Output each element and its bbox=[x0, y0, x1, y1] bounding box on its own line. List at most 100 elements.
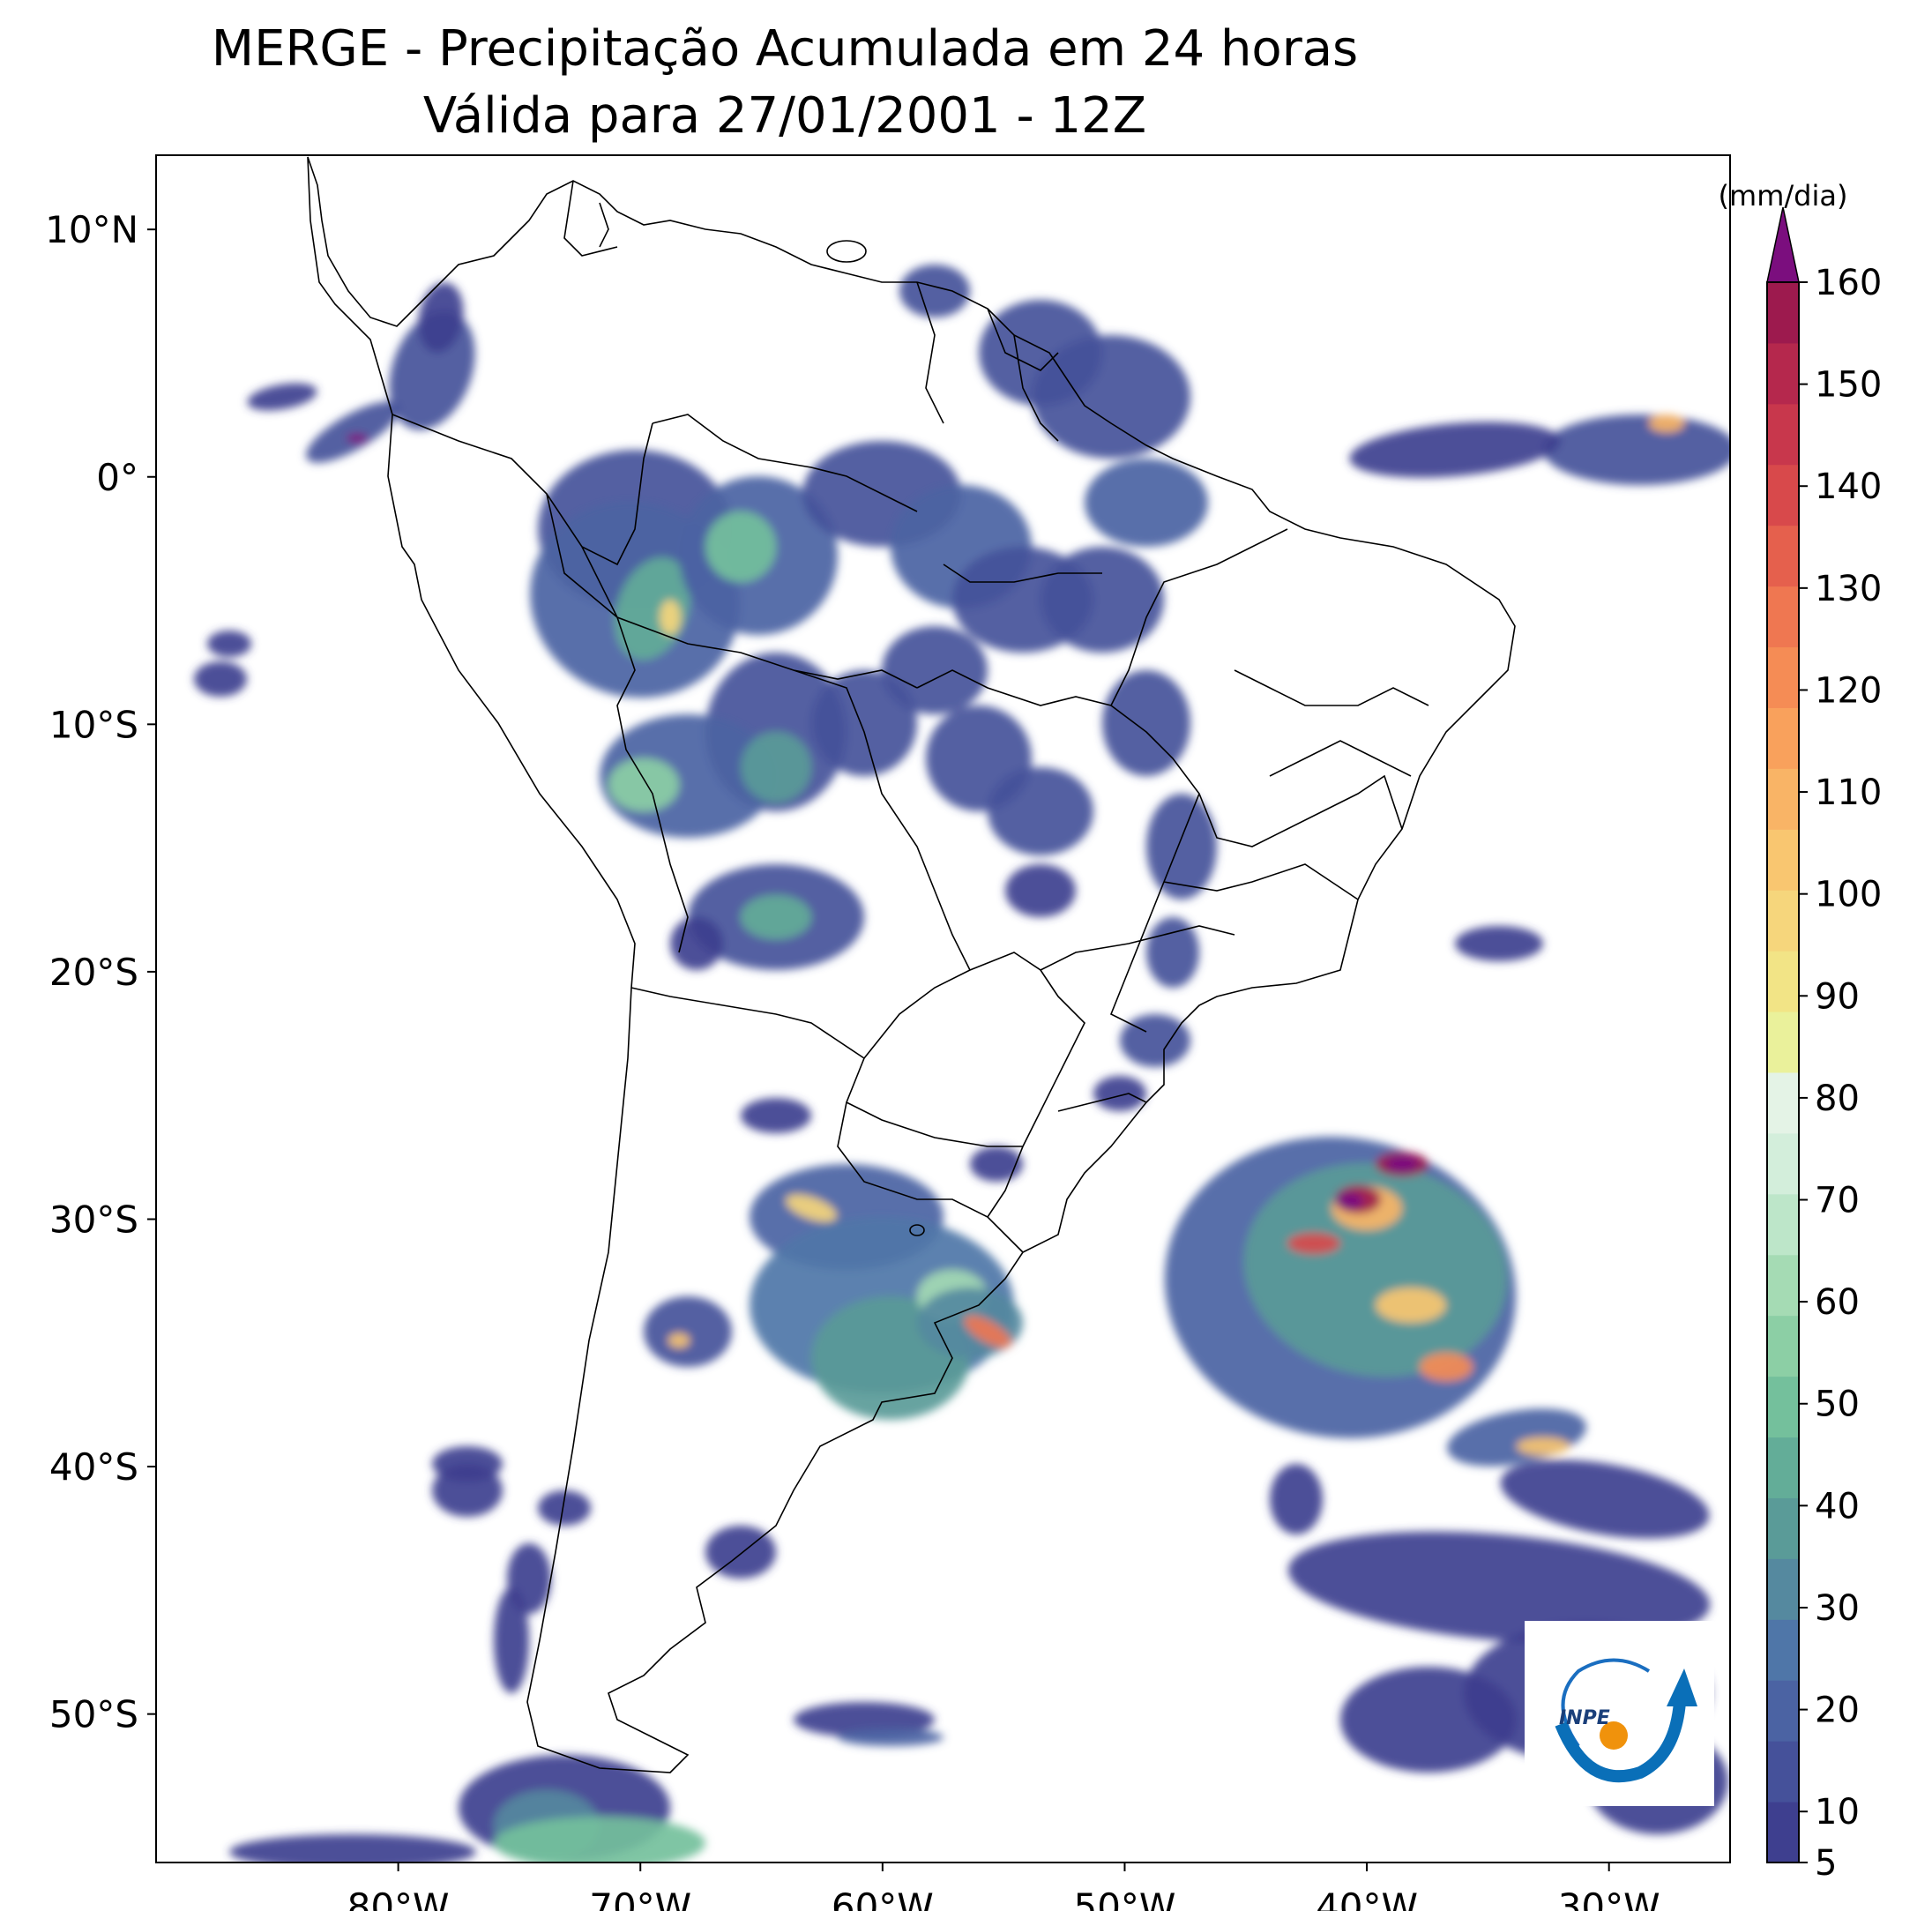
lon-tick-label: 50°W bbox=[1073, 1885, 1175, 1911]
precip-cell bbox=[1102, 670, 1190, 776]
precip-cell bbox=[1500, 1459, 1710, 1539]
precip-cell bbox=[1376, 1288, 1446, 1323]
lat-tick-label: 30°S bbox=[49, 1198, 138, 1241]
logo-orbit-icon bbox=[1561, 1658, 1651, 1748]
lon-tick-label: 30°W bbox=[1558, 1885, 1660, 1911]
colorbar-segment bbox=[1767, 586, 1799, 648]
colorbar-segment bbox=[1767, 890, 1799, 952]
colorbar-segment bbox=[1767, 1254, 1799, 1317]
precip-cell bbox=[1085, 459, 1208, 547]
colorbar-segment bbox=[1767, 707, 1799, 769]
lat-tick-label: 10°S bbox=[49, 703, 138, 746]
colorbar-segment bbox=[1767, 525, 1799, 587]
lon-tick-label: 80°W bbox=[347, 1885, 450, 1911]
colorbar-tick-label: 130 bbox=[1815, 569, 1882, 609]
colorbar-segment bbox=[1767, 768, 1799, 830]
precip-cell bbox=[418, 282, 464, 353]
lat-tick-label: 20°S bbox=[49, 951, 138, 994]
colorbar-segment bbox=[1767, 282, 1799, 344]
precip-cell bbox=[229, 1834, 476, 1862]
precip-cell bbox=[494, 1817, 705, 1862]
lat-tick-label: 0° bbox=[96, 456, 138, 499]
lat-tick-label: 50°S bbox=[49, 1693, 138, 1736]
precip-cell bbox=[1243, 1162, 1508, 1377]
precip-cell bbox=[1543, 414, 1730, 485]
precip-cell bbox=[741, 895, 811, 939]
precip-cell bbox=[952, 547, 1093, 653]
colorbar-tick-label: 90 bbox=[1815, 976, 1860, 1017]
map-frame bbox=[155, 154, 1731, 1863]
colorbar-segment bbox=[1767, 1193, 1799, 1256]
precip-cell bbox=[1005, 864, 1076, 917]
precip-cell bbox=[786, 1194, 837, 1222]
precip-cell bbox=[306, 401, 399, 463]
colorbar-tick-label: 140 bbox=[1815, 467, 1882, 507]
colorbar-segment bbox=[1767, 1376, 1799, 1438]
lat-tick-label: 10°N bbox=[45, 208, 138, 251]
precip-cell bbox=[882, 626, 988, 714]
precip-cell bbox=[247, 383, 317, 411]
colorbar-segment bbox=[1767, 1315, 1799, 1377]
precip-cell bbox=[668, 1333, 690, 1347]
precip-cell bbox=[1120, 1014, 1190, 1067]
precip-cell bbox=[660, 600, 681, 635]
colorbar-segment bbox=[1767, 1680, 1799, 1742]
precip-cell bbox=[507, 1543, 551, 1614]
precip-cell bbox=[1287, 1233, 1340, 1254]
colorbar-tick-label: 100 bbox=[1815, 875, 1882, 915]
precip-cell bbox=[1649, 414, 1684, 432]
colorbar-segment bbox=[1767, 1558, 1799, 1620]
colorbar-segment bbox=[1767, 1497, 1799, 1559]
precip-cell bbox=[1455, 926, 1543, 961]
trinidad-island bbox=[826, 240, 867, 263]
precipitation-field bbox=[194, 265, 1730, 1862]
precip-cell bbox=[1032, 335, 1190, 459]
colorbar-segment bbox=[1767, 1802, 1799, 1863]
colorbar-tick-label: 150 bbox=[1815, 365, 1882, 406]
colorbar-segment bbox=[1767, 342, 1799, 405]
precip-cell bbox=[838, 1728, 944, 1746]
colorbar-segment bbox=[1767, 1619, 1799, 1681]
precip-cell bbox=[811, 670, 917, 776]
latitude-axis: 10°N 0° 10°S 20°S 30°S 40°S 50°S bbox=[45, 208, 156, 1736]
precip-cell bbox=[705, 511, 776, 582]
precip-cell bbox=[194, 661, 247, 697]
colorbar-tick-label: 5 bbox=[1815, 1843, 1837, 1884]
colorbar-segment bbox=[1767, 951, 1799, 1012]
precip-cell bbox=[741, 732, 811, 802]
inpe-logo: INPE bbox=[1525, 1621, 1714, 1806]
precip-cell bbox=[644, 1296, 732, 1367]
island-small bbox=[909, 1224, 925, 1236]
precip-cell bbox=[1420, 1353, 1473, 1381]
colorbar-tick-label: 40 bbox=[1815, 1486, 1860, 1527]
colorbar-tick-label: 20 bbox=[1815, 1691, 1860, 1731]
country-borders bbox=[392, 281, 1429, 1253]
precip-cell bbox=[432, 1464, 503, 1517]
colorbar-tick-label: 70 bbox=[1815, 1181, 1860, 1221]
precip-cell bbox=[794, 1702, 935, 1737]
colorbar-segment bbox=[1767, 403, 1799, 466]
precip-cell bbox=[1349, 422, 1561, 478]
precip-cell bbox=[1517, 1437, 1570, 1455]
colorbar-segment bbox=[1767, 1132, 1799, 1195]
precip-cell bbox=[608, 758, 679, 811]
colorbar-tick-label: 50 bbox=[1815, 1385, 1860, 1425]
precip-cell bbox=[1146, 917, 1199, 988]
longitude-axis: 80°W 70°W 60°W 50°W 40°W 30°W bbox=[347, 1862, 1660, 1911]
precip-core bbox=[1335, 1192, 1363, 1210]
colorbar-segment bbox=[1767, 1437, 1799, 1498]
colorbar-unit-label: (mm/dia) bbox=[1719, 179, 1848, 213]
precip-cell bbox=[1146, 794, 1217, 900]
map-title-line1: MERGE - Precipitação Acumulada em 24 hor… bbox=[211, 20, 1359, 78]
colorbar-tick-label: 110 bbox=[1815, 773, 1882, 813]
precip-cell bbox=[1093, 1076, 1146, 1111]
lat-tick-label: 40°S bbox=[49, 1445, 138, 1489]
precip-cell bbox=[538, 1490, 591, 1526]
colorbar-segment bbox=[1767, 464, 1799, 526]
map-title-line2: Válida para 27/01/2001 - 12Z bbox=[422, 87, 1147, 145]
logo-text: INPE bbox=[1559, 1707, 1610, 1729]
precip-cell bbox=[964, 1315, 1011, 1348]
colorbar: 5 10 20 30 40 50 60 70 80 90 100 110 120 130 140 150 160… bbox=[1719, 179, 1883, 1884]
colorbar-tick-label: 10 bbox=[1815, 1792, 1860, 1833]
